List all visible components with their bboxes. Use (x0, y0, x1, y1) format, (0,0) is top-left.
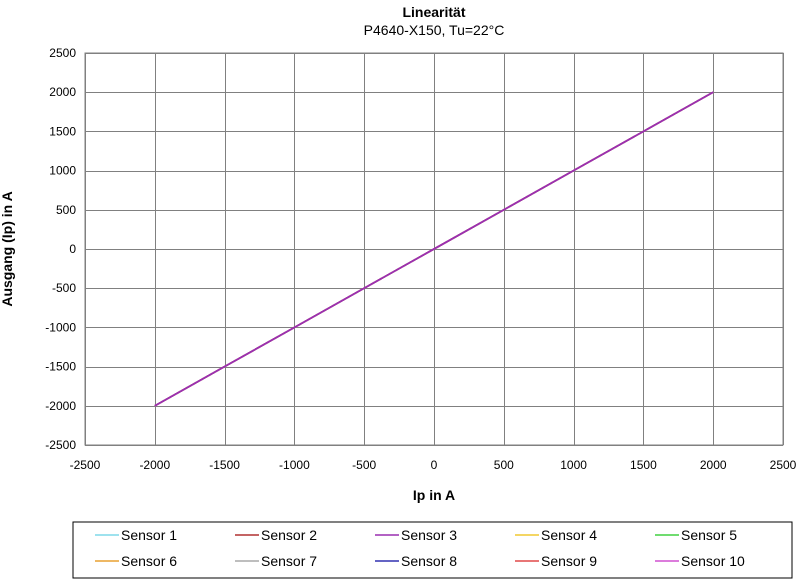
x-tick-label: -1500 (209, 458, 240, 472)
y-tick-label: -500 (52, 281, 76, 295)
legend-label: Sensor 10 (681, 553, 745, 569)
y-axis-ticks: -2500 -2000 -1500 -1000 -500 0 500 1000 1500 2000… (45, 46, 76, 452)
legend-label: Sensor 1 (121, 527, 177, 543)
chart-title: Linearität (402, 4, 465, 20)
y-tick-label: -1000 (45, 320, 76, 334)
y-tick-label: 1000 (49, 164, 76, 178)
legend-item: Sensor 10 (655, 553, 745, 569)
x-tick-label: 2500 (770, 458, 797, 472)
legend: Sensor 1 Sensor 2 Sensor 3 Sensor 4 Sensor 5… (72, 521, 793, 579)
y-tick-label: -2000 (45, 399, 76, 413)
x-axis-ticks: -2500 -2000 -1500 -1000 -500 0 500 1000 1500 2000… (70, 458, 797, 472)
legend-label: Sensor 9 (541, 553, 597, 569)
y-axis-label: Ausgang (Ip) in A (0, 191, 15, 306)
series-lines (154, 91, 714, 407)
legend-label: Sensor 8 (401, 553, 457, 569)
x-tick-label: 500 (494, 458, 514, 472)
legend-label: Sensor 3 (401, 527, 457, 543)
chart-subtitle: P4640-X150, Tu=22°C (364, 22, 505, 38)
legend-label: Sensor 6 (121, 553, 177, 569)
x-tick-label: 0 (431, 458, 438, 472)
y-tick-label: 0 (69, 242, 76, 256)
legend-box (72, 521, 793, 579)
legend-item: Sensor 9 (515, 553, 597, 569)
x-tick-label: -1000 (279, 458, 310, 472)
legend-label: Sensor 4 (541, 527, 597, 543)
x-tick-label: -2500 (70, 458, 101, 472)
series-line-3-overlay (154, 91, 714, 407)
x-tick-label: -2000 (139, 458, 170, 472)
y-tick-label: 2000 (49, 85, 76, 99)
x-tick-label: -500 (352, 458, 376, 472)
legend-item: Sensor 5 (655, 527, 737, 543)
legend-label: Sensor 7 (261, 553, 317, 569)
legend-item: Sensor 6 (95, 553, 177, 569)
x-axis-label: Ip in A (413, 487, 455, 503)
legend-item: Sensor 7 (235, 553, 317, 569)
x-tick-label: 2000 (700, 458, 727, 472)
legend-item: Sensor 4 (515, 527, 597, 543)
legend-label: Sensor 2 (261, 527, 317, 543)
y-tick-label: -1500 (45, 360, 76, 374)
legend-item: Sensor 1 (95, 527, 177, 543)
plot-border (84, 52, 784, 446)
legend-item: Sensor 3 (375, 527, 457, 543)
y-tick-label: -2500 (45, 438, 76, 452)
y-tick-label: 2500 (49, 46, 76, 60)
y-tick-label: 500 (56, 203, 76, 217)
legend-item: Sensor 2 (235, 527, 317, 543)
legend-item: Sensor 8 (375, 553, 457, 569)
y-tick-label: 1500 (49, 124, 76, 138)
x-tick-label: 1500 (630, 458, 657, 472)
legend-label: Sensor 5 (681, 527, 737, 543)
x-tick-label: 1000 (560, 458, 587, 472)
